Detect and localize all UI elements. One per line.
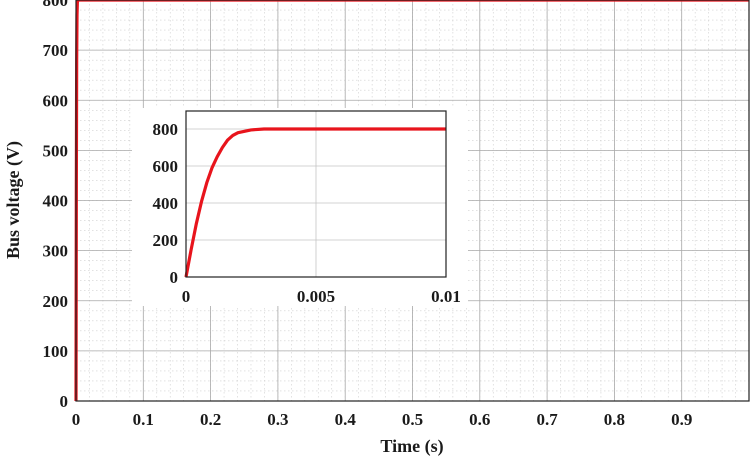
x-tick-label: 0.7 [536,410,558,429]
x-tick-label: 0 [72,410,81,429]
x-tick-label: 0.4 [335,410,357,429]
y-tick-label: 600 [43,91,69,110]
inset-x-tick-label: 0.005 [297,287,335,306]
inset-x-tick-label: 0.01 [431,287,461,306]
inset-series [184,127,446,278]
inset-y-tick-label: 200 [153,231,179,250]
main-plot-frame [75,0,750,402]
x-tick-label: 0.8 [604,410,625,429]
y-tick-label: 700 [43,41,69,60]
y-tick-label: 800 [43,0,69,10]
inset-chart: 0 0.005 0.01 0 200 400 600 800 [132,108,468,306]
inset-background [132,108,468,306]
inset-y-tick-label: 800 [153,120,179,139]
x-tick-label: 0.6 [469,410,490,429]
inset-bus-voltage-line [184,127,446,278]
main-tick-labels: 0 0.1 0.2 0.3 0.4 0.5 0.6 0.7 0.8 0.9 0 100 200 300 40… [43,0,693,429]
y-tick-label: 0 [60,392,69,411]
y-tick-label: 300 [43,242,69,261]
y-tick-label: 500 [43,141,69,160]
x-tick-label: 0.5 [402,410,423,429]
y-axis-label: Bus voltage (V) [3,141,24,259]
y-tick-label: 200 [43,292,69,311]
x-tick-label: 0.2 [200,410,221,429]
x-tick-label: 0.9 [671,410,692,429]
inset-plot-frame [185,110,447,278]
inset-x-tick-label: 0 [182,287,191,306]
x-axis-label: Time (s) [380,436,443,456]
y-tick-label: 400 [43,192,69,211]
inset-y-tick-label: 0 [170,268,179,287]
y-tick-label: 100 [43,342,69,361]
x-tick-label: 0.1 [133,410,154,429]
x-tick-label: 0.3 [267,410,288,429]
inset-tick-labels: 0 0.005 0.01 0 200 400 600 800 [153,120,461,306]
inset-y-tick-label: 400 [153,194,179,213]
inset-y-tick-label: 600 [153,157,179,176]
